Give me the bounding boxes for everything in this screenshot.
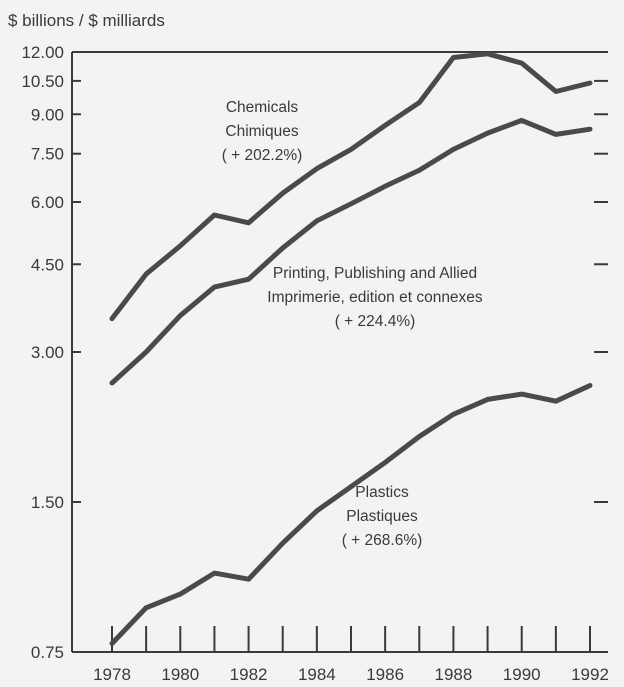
series-label-chemicals: Chimiques (225, 123, 298, 140)
series-line-plastics (109, 383, 593, 646)
y-tick-label: 1.50 (31, 493, 64, 512)
y-tick-label: 12.00 (21, 43, 64, 62)
series-line-chemicals (109, 51, 593, 322)
series-label-printing: ( + 224.4%) (335, 313, 416, 330)
series-label-printing: Imprimerie, edition et connexes (267, 289, 483, 306)
series-line-printing (109, 117, 593, 386)
x-tick-label: 1978 (93, 665, 131, 682)
series-label-chemicals: ( + 202.2%) (222, 147, 303, 164)
series-lines (109, 51, 593, 646)
series-label-printing: Printing, Publishing and Allied (273, 265, 477, 282)
axes: 0.75 1.50 3.00 4.50 6.00 7.50 9.00 10.50 12.00 19… (21, 43, 609, 684)
y-tick-label: 7.50 (31, 145, 64, 164)
x-tick-label: 1980 (161, 665, 199, 682)
series-labels: Chemicals Chimiques ( + 202.2%) Printing, P… (222, 99, 483, 549)
y-tick-label: 4.50 (31, 255, 64, 274)
x-tick-label: 1986 (366, 665, 404, 682)
y-tick-label: 9.00 (31, 105, 64, 124)
x-tick-label: 1990 (503, 665, 541, 682)
x-tick-label: 1992 (571, 665, 609, 682)
series-label-chemicals: Chemicals (226, 99, 299, 116)
series-label-plastics: Plastiques (346, 508, 418, 525)
series-label-plastics: Plastics (355, 484, 409, 501)
series-label-plastics: ( + 268.6%) (342, 532, 423, 549)
y-tick-label: 6.00 (31, 193, 64, 212)
x-tick-label: 1988 (435, 665, 473, 682)
unit-label: $ billions / $ milliards (8, 11, 165, 30)
x-tick-label: 1984 (298, 665, 336, 682)
x-tick-label: 1982 (230, 665, 268, 682)
y-tick-label: 0.75 (31, 643, 64, 662)
y-tick-label: 10.50 (21, 72, 64, 91)
y-tick-label: 3.00 (31, 343, 64, 362)
